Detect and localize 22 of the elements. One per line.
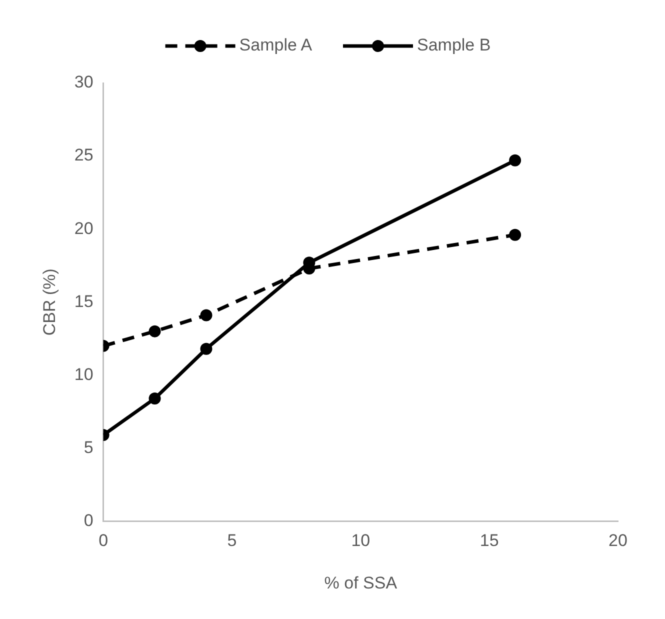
y-tick-label: 15 [74,292,94,311]
legend-label: Sample A [239,36,313,55]
point [148,392,161,405]
y-tick-label: 5 [84,438,94,457]
y-tick-label: 25 [74,146,94,165]
point [200,342,212,355]
point [509,154,522,166]
y-tick-label: 20 [74,218,94,238]
y-tick-label: 30 [74,72,94,92]
x-tick-label: 15 [480,531,499,550]
y-axis-title: CBR (%) [40,268,59,336]
point [148,325,161,338]
x-tick-label: 0 [98,531,108,550]
legend-label: Sample B [417,36,491,55]
x-axis-title: % of SSA [324,573,398,592]
y-tick-label: 10 [74,364,94,384]
x-tick-label: 20 [608,531,628,550]
point [200,309,212,322]
x-tick-label: 10 [351,531,370,550]
y-tick-label: 0 [84,510,94,530]
point [509,228,522,241]
x-tick-label: 5 [227,531,237,550]
